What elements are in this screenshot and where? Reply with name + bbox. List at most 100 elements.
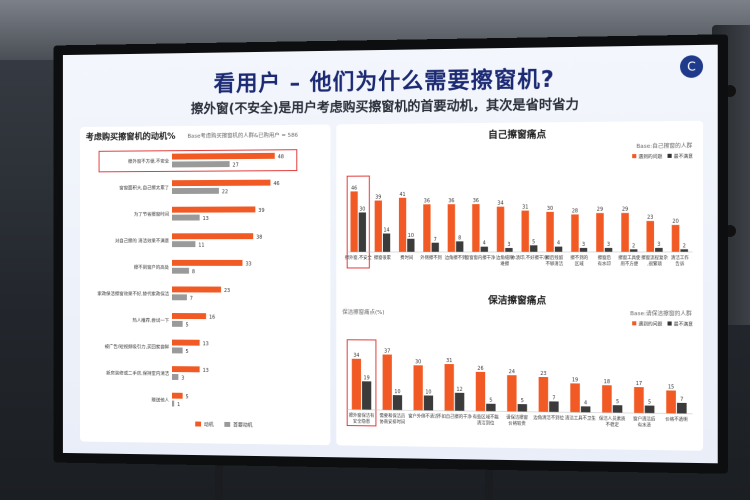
- dissatisfied-bar: [505, 248, 512, 252]
- category-label: 窗户外侧不清洁: [408, 412, 438, 420]
- category-label: 擦窗很累: [374, 254, 391, 261]
- problem-bar: [666, 390, 676, 413]
- dissatisfied-bar-label: 19: [364, 375, 370, 381]
- primary-motivation-bar-label: 5: [186, 349, 189, 355]
- primary-motivation-bar-label: 11: [198, 243, 204, 249]
- category-label: 协商安排时间: [380, 418, 406, 425]
- dissatisfied-bar-label: 4: [584, 400, 587, 406]
- legend-swatch-problem: [632, 321, 636, 325]
- dissatisfied-bar-label: 5: [616, 399, 619, 405]
- problem-bar: [472, 204, 479, 252]
- category-label: 难擦: [500, 260, 510, 267]
- motivation-bar: [172, 233, 253, 239]
- dissatisfied-bar: [581, 406, 591, 412]
- dissatisfied-bar: [677, 403, 687, 414]
- dissatisfied-bar-label: 5: [489, 398, 492, 404]
- problem-bar-label: 23: [540, 371, 546, 377]
- problem-bar-label: 34: [497, 201, 503, 207]
- dissatisfied-bar: [455, 393, 464, 411]
- dissatisfied-bar: [518, 404, 527, 412]
- problem-bar-label: 29: [597, 207, 603, 213]
- dissatisfied-bar-label: 3: [582, 242, 585, 248]
- motivation-bar-label: 5: [186, 394, 189, 400]
- primary-motivation-bar: [172, 188, 219, 194]
- legend-label-problem: 遇到的问题: [638, 320, 662, 327]
- problem-bar: [399, 198, 406, 252]
- category-label: 清洁工具不卫生: [565, 414, 596, 422]
- problem-bar-label: 36: [473, 198, 479, 204]
- dissatisfied-bar-label: 8: [458, 235, 461, 241]
- motivation-bar: [172, 206, 255, 212]
- problem-bar: [672, 225, 680, 252]
- problem-bar-label: 30: [415, 359, 421, 365]
- primary-motivation-bar: [172, 321, 183, 327]
- primary-motivation-bar-label: 8: [192, 269, 195, 275]
- dissatisfied-bar-label: 5: [648, 399, 651, 405]
- motivation-bar-label: 46: [273, 181, 279, 187]
- problem-bar-label: 15: [668, 384, 674, 390]
- dissatisfied-bar: [680, 249, 688, 252]
- legend-swatch-problem: [632, 154, 636, 158]
- motivation-bar: [172, 313, 206, 319]
- problem-bar: [539, 377, 548, 412]
- motivation-bar-label: 23: [224, 288, 230, 294]
- dissatisfied-bar-label: 14: [384, 227, 390, 233]
- dissatisfied-bar: [580, 248, 587, 252]
- motivation-category-label: 擦不到窗户的高处: [134, 264, 170, 271]
- legend-swatch-dissatisfied: [668, 321, 672, 325]
- dissatisfied-bar: [486, 404, 495, 412]
- pain-points-panel: 自己擦窗痛点 Base:自己擦窗的人群 遇到的问题 最不满意 46 30 擦外窗,不安全…: [336, 121, 703, 451]
- dissatisfied-bar-label: 4: [483, 241, 486, 247]
- motivation-category-label: 家政保洁擦窗效果不好,替代家政保洁: [97, 290, 169, 297]
- cleaner-pain-chart: 遇到的问题 最不满意3419擦外窗保洁有安全隐患3710需要和保洁员协商安排时间3…: [336, 314, 703, 449]
- motivation-bar: [172, 340, 200, 346]
- dissatisfied-bar-label: 7: [680, 397, 683, 403]
- dissatisfied-bar: [530, 245, 537, 252]
- dissatisfied-bar: [645, 406, 655, 414]
- motivation-bar-label: 33: [245, 261, 251, 267]
- problem-bar-label: 23: [647, 215, 653, 221]
- motivation-category-label: 窗窗面积大,自己擦太累了: [119, 184, 169, 191]
- primary-motivation-bar: [172, 347, 183, 353]
- dissatisfied-bar: [549, 401, 558, 412]
- dissatisfied-bar-label: 10: [394, 389, 400, 395]
- primary-motivation-bar: [172, 401, 174, 407]
- category-label: 边角擦不到: [445, 254, 467, 261]
- dissatisfied-bar-label: 10: [408, 233, 414, 239]
- problem-bar: [634, 387, 644, 413]
- tv-display: C 看用户 – 他们为什么需要擦窗机? 擦外窗(不安全)是用户考虑购买擦窗机的首…: [53, 34, 728, 474]
- dissatisfied-bar: [555, 247, 562, 252]
- primary-motivation-bar-label: 3: [181, 376, 184, 382]
- category-label: 价格较贵: [508, 420, 525, 427]
- motivation-title: 考虑购买擦窗机的动机%: [86, 130, 176, 143]
- category-label: 窗窗窗内擦干净: [465, 254, 496, 261]
- motivation-bar: [172, 393, 183, 399]
- problem-bar-label: 24: [509, 369, 515, 375]
- category-label: 擦外窗,不安全: [345, 254, 373, 261]
- dissatisfied-bar: [393, 395, 402, 410]
- dissatisfied-bar: [424, 395, 433, 410]
- dissatisfied-bar: [432, 243, 439, 252]
- dissatisfied-bar: [359, 212, 366, 252]
- problem-bar: [522, 211, 529, 252]
- legend-label-dissatisfied: 最不满意: [674, 320, 694, 327]
- dissatisfied-bar: [605, 248, 613, 252]
- problem-bar: [414, 365, 423, 410]
- category-label: 边角清洁不到位: [533, 414, 564, 422]
- motivation-bar: [172, 286, 221, 292]
- motivation-panel: 考虑购买擦窗机的动机% Base考虑购买擦窗机的人群&已购用户 = 586 擦外…: [80, 125, 330, 446]
- dissatisfied-bar-label: 5: [521, 398, 524, 404]
- problem-bar-label: 31: [446, 358, 452, 364]
- primary-motivation-bar-label: 7: [190, 296, 193, 302]
- primary-motivation-bar: [172, 374, 178, 380]
- cleaner-pain-title: 保洁擦窗痛点: [336, 292, 703, 307]
- motivation-bar: [172, 366, 200, 372]
- problem-bar: [423, 204, 430, 252]
- dissatisfied-bar: [456, 241, 463, 252]
- dissatisfied-bar-label: 30: [359, 206, 365, 212]
- problem-bar: [570, 383, 580, 412]
- problem-bar: [497, 207, 504, 252]
- problem-bar-label: 41: [400, 192, 406, 198]
- problem-bar-label: 19: [572, 377, 578, 383]
- primary-motivation-bar-label: 1: [177, 402, 180, 408]
